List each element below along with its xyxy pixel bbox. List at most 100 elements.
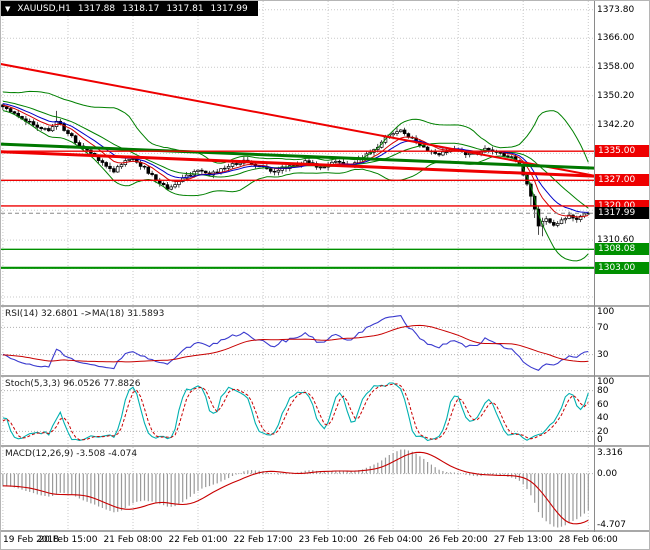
candle-body-up (184, 174, 189, 179)
candle[interactable] (104, 161, 108, 169)
candle[interactable] (150, 170, 154, 177)
price-tick-label: 1373.80 (597, 4, 635, 15)
candle[interactable] (66, 128, 70, 136)
candle-body-down (47, 128, 51, 132)
candle-body-up (196, 169, 200, 172)
time-label: 23 Feb 10:00 (298, 535, 358, 545)
macd-panel[interactable] (1, 447, 594, 530)
candle[interactable] (100, 158, 105, 166)
candle-body-up (322, 166, 327, 169)
indicator-tick-label: 40 (597, 413, 609, 424)
candle[interactable] (391, 131, 395, 138)
candle-body-down (27, 120, 32, 123)
time-label: 26 Feb 20:00 (428, 535, 488, 545)
candle[interactable] (402, 127, 407, 136)
candle[interactable] (494, 149, 499, 155)
candle[interactable] (138, 159, 143, 170)
candle-body-up (444, 151, 449, 153)
candle-body-down (35, 124, 40, 128)
candle-body-up (441, 151, 445, 156)
indicator-tick-label: 60 (597, 399, 609, 410)
candle[interactable] (268, 167, 273, 174)
candle[interactable] (555, 221, 560, 228)
indicator-tick-label: 30 (597, 350, 609, 361)
candle[interactable] (563, 217, 568, 224)
candle[interactable] (272, 167, 277, 176)
price-badge: 1327.00 (595, 174, 649, 187)
candle-body-up (467, 153, 472, 156)
candle-body-down (31, 121, 36, 126)
price-badge: 1320.00 (595, 199, 649, 212)
candle[interactable] (27, 118, 32, 125)
candle[interactable] (571, 213, 575, 222)
candle[interactable] (406, 132, 411, 139)
time-axis[interactable]: 19 Feb 2018 20 Feb 15:00 21 Feb 08:00 22 Fe… (1, 532, 649, 549)
candle[interactable] (73, 134, 78, 145)
macd-label: MACD(12,26,9) -3.508 -4.074 (5, 449, 138, 459)
candle-body-down (142, 165, 147, 168)
candle[interactable] (39, 126, 43, 131)
panel-divider[interactable] (1, 445, 649, 447)
symbol-dropdown-icon[interactable]: ▼ (5, 4, 11, 13)
candle[interactable] (31, 119, 36, 127)
candle[interactable] (203, 170, 208, 174)
candle[interactable] (119, 163, 124, 169)
candle[interactable] (196, 169, 200, 174)
candle[interactable] (223, 165, 227, 171)
trendline (1, 142, 594, 170)
candle[interactable] (142, 165, 147, 170)
candle-body-up (188, 174, 193, 177)
candle[interactable] (169, 184, 173, 191)
time-label: 20 Feb 15:00 (38, 535, 98, 545)
candle[interactable] (395, 126, 399, 136)
candle[interactable] (1, 103, 5, 111)
panel-divider[interactable] (1, 375, 649, 377)
candle[interactable] (54, 110, 59, 130)
candle[interactable] (173, 181, 177, 189)
candle[interactable] (4, 105, 9, 111)
candle[interactable] (161, 181, 166, 186)
candle-body-down (506, 155, 510, 158)
candle-body-down (200, 169, 204, 172)
candle[interactable] (437, 152, 441, 157)
rsi-panel[interactable] (1, 307, 594, 375)
candle[interactable] (548, 218, 552, 224)
candle[interactable] (146, 165, 151, 175)
candle[interactable] (165, 182, 170, 190)
candle-body-down (552, 222, 556, 226)
candle[interactable] (207, 170, 212, 177)
candle[interactable] (334, 158, 338, 164)
trendline (1, 63, 594, 177)
candle[interactable] (552, 219, 556, 227)
candle[interactable] (230, 161, 235, 169)
candle[interactable] (8, 107, 13, 113)
candle[interactable] (200, 168, 204, 175)
candle[interactable] (47, 126, 51, 132)
candle[interactable] (127, 158, 131, 162)
candle[interactable] (307, 157, 311, 164)
candle[interactable] (12, 110, 17, 115)
ohlc-open: 1317.88 (77, 3, 116, 14)
candle[interactable] (280, 164, 284, 174)
candle-body-down (104, 162, 108, 167)
candle[interactable] (112, 166, 116, 174)
candle[interactable] (559, 217, 564, 225)
price-tick-label: 1342.20 (597, 119, 635, 130)
stochastic-panel[interactable] (1, 377, 594, 445)
panel-divider[interactable] (1, 305, 649, 307)
candle-body-up (115, 166, 120, 173)
candle[interactable] (115, 164, 120, 173)
stoch-main-line (2, 382, 589, 442)
main-chart-canvas[interactable] (1, 1, 594, 305)
candle[interactable] (215, 169, 219, 174)
candle[interactable] (578, 214, 583, 223)
candle[interactable] (108, 162, 112, 172)
candle[interactable] (188, 172, 193, 177)
candle[interactable] (43, 127, 47, 131)
candle-body-down (161, 182, 166, 186)
candle[interactable] (70, 132, 74, 138)
candle[interactable] (544, 215, 548, 225)
panel-divider[interactable] (1, 530, 649, 532)
candle[interactable] (399, 129, 403, 133)
